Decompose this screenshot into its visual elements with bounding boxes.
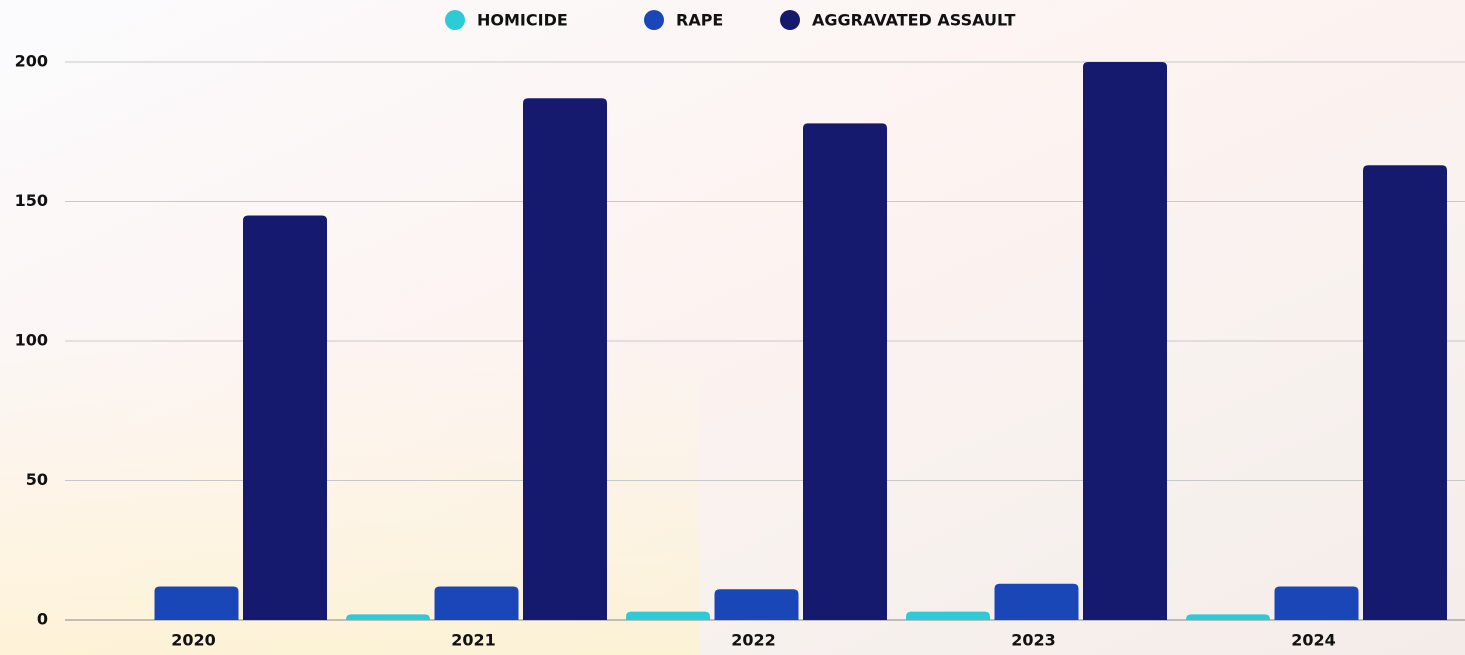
bar (803, 123, 887, 620)
bar (994, 583, 1079, 620)
bar (906, 611, 990, 620)
y-tick-label: 200 (15, 52, 48, 71)
bar (1363, 165, 1447, 621)
bar (434, 586, 519, 620)
legend-marker (644, 10, 664, 30)
x-tick-label: 2024 (1291, 631, 1336, 650)
bar (626, 611, 710, 620)
bar (714, 589, 799, 620)
x-tick-label: 2020 (171, 631, 216, 650)
bar (1274, 586, 1359, 620)
x-tick-label: 2021 (451, 631, 496, 650)
bar (1186, 614, 1270, 620)
bar (154, 586, 239, 620)
y-tick-label: 100 (15, 331, 48, 350)
bar (523, 98, 607, 620)
bar (1083, 62, 1167, 620)
legend-label: RAPE (676, 11, 723, 30)
x-tick-label: 2023 (1011, 631, 1056, 650)
x-tick-label: 2022 (731, 631, 776, 650)
y-tick-label: 150 (15, 191, 48, 210)
legend-marker (445, 10, 465, 30)
bar (346, 614, 430, 620)
legend-label: HOMICIDE (477, 11, 568, 30)
bar (243, 215, 327, 620)
legend-marker (780, 10, 800, 30)
y-tick-label: 0 (37, 610, 48, 629)
legend-label: AGGRAVATED ASSAULT (812, 11, 1016, 30)
y-tick-label: 50 (26, 470, 48, 489)
